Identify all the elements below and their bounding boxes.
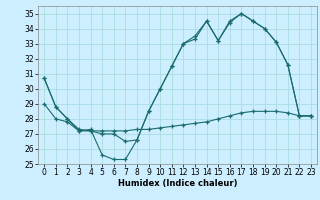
X-axis label: Humidex (Indice chaleur): Humidex (Indice chaleur) [118, 179, 237, 188]
